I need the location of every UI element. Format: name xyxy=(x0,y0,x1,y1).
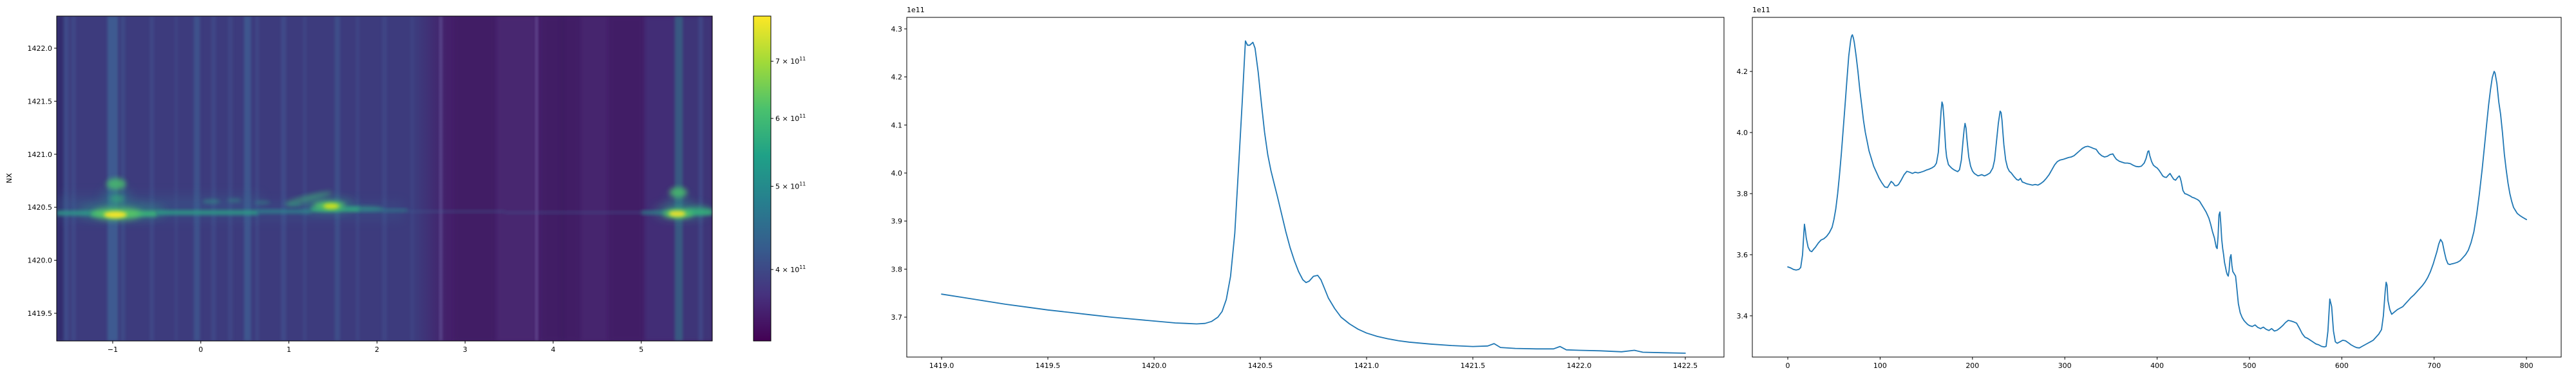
drift-x-tick-label: 600 xyxy=(2335,362,2349,370)
heatmap-y-axis-label: NX xyxy=(5,173,14,183)
spectrum-y-tick-label: 4.2 xyxy=(891,73,903,82)
drift-y-tick-label: 4.0 xyxy=(1737,129,1748,137)
heatmap-y-tick-label: 1419.5 xyxy=(28,309,53,318)
drift-y-tick-label: 3.4 xyxy=(1737,312,1748,320)
drift-x-tick-label: 700 xyxy=(2427,362,2441,370)
heatmap-x-tick-label: 0 xyxy=(198,345,203,354)
drift-x-tick-label: 0 xyxy=(1786,362,1790,370)
heatmap-y-tick-label: 1421.5 xyxy=(28,97,53,106)
spectrum-y-tick-label: 3.7 xyxy=(891,313,903,322)
spectrum-x-tick-label: 1421.5 xyxy=(1461,362,1486,370)
drift-x-tick-label: 100 xyxy=(1873,362,1887,370)
drift-x-tick-label: 500 xyxy=(2242,362,2256,370)
drift-x-tick-label: 300 xyxy=(2058,362,2072,370)
heatmap-y-tick-label: 1420.5 xyxy=(28,203,53,212)
drift-y-tick-label: 3.6 xyxy=(1737,251,1748,259)
heatmap-y-tick-label: 1421.0 xyxy=(28,151,53,159)
spectrum-x-tick-label: 1420.0 xyxy=(1142,362,1167,370)
heatmap-x-tick-label: 1 xyxy=(287,345,291,354)
spectrum-axes-frame xyxy=(906,17,1725,358)
drift-x-tick-label: 800 xyxy=(2520,362,2533,370)
spectrum-x-tick-label: 1422.5 xyxy=(1673,362,1698,370)
spectrum-x-tick-label: 1420.5 xyxy=(1248,362,1273,370)
spectrum-data-line xyxy=(941,40,1686,354)
drift-x-tick-label: 200 xyxy=(1965,362,1979,370)
heatmap-x-tick-label: 3 xyxy=(463,345,468,354)
heatmap-x-tick-label: 5 xyxy=(639,345,643,354)
spectrum-y-tick-label: 3.8 xyxy=(891,265,903,273)
waterfall-heatmap-panel: −1 0 1 2 3 4 5 1422.0 1421.5 1421.0 1420.5 1420.0 14… xyxy=(28,15,713,354)
colorbar-tick-label: 5 × 1011 xyxy=(775,181,806,191)
spectrum-y-tick-label: 4.1 xyxy=(891,121,903,129)
heatmap-x-tick-label: 2 xyxy=(375,345,379,354)
drift-curve-panel: 0 100 200 300 400 500 600 700 800 4.2 4.0 3.8 3.6 3.4 xyxy=(1737,17,2562,370)
heatmap-y-tick-label: 1422.0 xyxy=(28,44,53,53)
colorbar-tick-label: 6 × 1011 xyxy=(775,113,806,123)
spectrum-x-tick-label: 1422.0 xyxy=(1567,362,1592,370)
spectrum-x-tick-label: 1421.0 xyxy=(1354,362,1379,370)
frequency-spectrum-panel: 1419.0 1419.5 1420.0 1420.5 1421.0 1421.5 1422… xyxy=(891,17,1725,370)
drift-x-tick-label: 400 xyxy=(2150,362,2164,370)
heatmap-y-tick-label: 1420.0 xyxy=(28,257,53,265)
spectrum-x-tick-label: 1419.5 xyxy=(1036,362,1061,370)
colorbar-tick-label: 4 × 1011 xyxy=(775,264,806,274)
heatmap-axes-frame xyxy=(56,15,713,342)
drift-axes-frame xyxy=(1752,17,2562,358)
colorbar: 7 × 1011 6 × 1011 5 × 1011 4 × 1011 xyxy=(753,15,806,342)
spectrum-y-tick-label: 4.3 xyxy=(891,25,903,33)
spectrum-y-tick-label: 3.9 xyxy=(891,217,903,226)
drift-data-line xyxy=(1787,34,2527,349)
heatmap-x-tick-label: −1 xyxy=(108,345,118,354)
heatmap-image xyxy=(57,16,712,341)
spectrum-x-tick-label: 1419.0 xyxy=(929,362,954,370)
colorbar-gradient xyxy=(753,15,772,342)
drift-y-tick-label: 4.2 xyxy=(1737,68,1748,76)
drift-y-tick-label: 3.8 xyxy=(1737,190,1748,198)
spectrum-offset-label: 1e11 xyxy=(907,6,925,14)
spectrum-y-tick-label: 4.0 xyxy=(891,169,903,178)
heatmap-x-tick-label: 4 xyxy=(551,345,555,354)
colorbar-tick-label: 7 × 1011 xyxy=(775,56,806,66)
drift-offset-label: 1e11 xyxy=(1752,6,1770,14)
